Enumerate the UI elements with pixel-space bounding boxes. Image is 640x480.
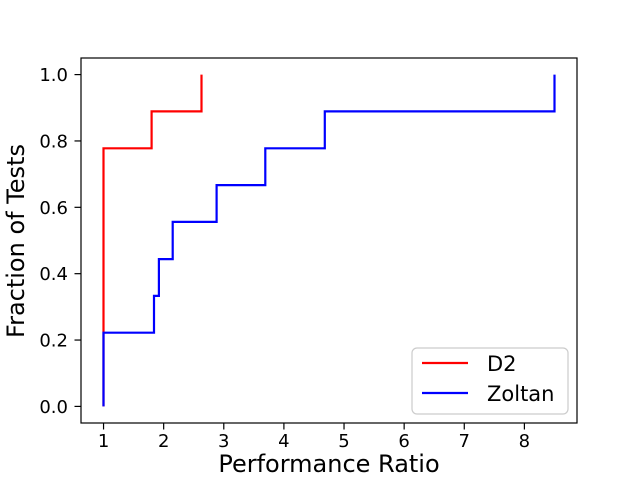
y-tick-label: 0.4 [39, 264, 68, 285]
legend: D2 Zoltan [411, 347, 569, 415]
y-tick-label: 0.0 [39, 397, 68, 418]
x-tick-label: 8 [519, 431, 530, 452]
y-tick-label: 0.6 [39, 198, 68, 219]
x-tick-label: 7 [459, 431, 470, 452]
x-axis-ticks: 1 2 3 4 5 6 7 8 [98, 423, 530, 452]
zoltan-line [102, 74, 556, 407]
x-tick-label: 2 [158, 431, 169, 452]
y-tick-label: 1.0 [39, 65, 68, 86]
y-tick-label: 0.8 [39, 131, 68, 152]
x-tick-label: 3 [218, 431, 229, 452]
x-tick-label: 1 [98, 431, 109, 452]
legend-label-zoltan: Zoltan [487, 382, 554, 406]
y-axis-label: Fraction of Tests [2, 144, 30, 338]
y-tick-label: 0.2 [39, 331, 68, 352]
y-axis-ticks: 0.0 0.2 0.4 0.6 0.8 1.0 [39, 65, 81, 418]
x-axis-label: Performance Ratio [218, 450, 439, 478]
plot-frame [80, 57, 578, 424]
x-tick-label: 6 [398, 431, 409, 452]
x-tick-label: 4 [278, 431, 289, 452]
d2-line [102, 74, 203, 407]
chart-series [102, 74, 556, 407]
x-tick-label: 5 [338, 431, 349, 452]
legend-box [411, 347, 569, 415]
legend-label-d2: D2 [487, 352, 517, 376]
